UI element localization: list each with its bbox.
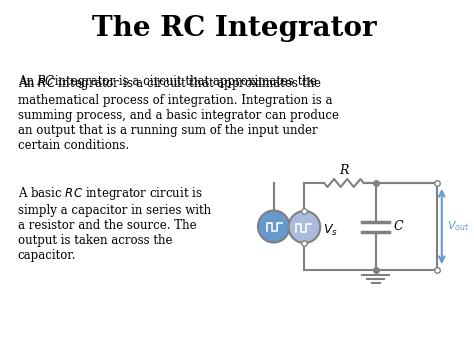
Text: C: C [393, 220, 403, 233]
Text: An: An [18, 75, 37, 88]
Text: The RC Integrator: The RC Integrator [92, 15, 376, 42]
Circle shape [289, 211, 320, 243]
Text: A basic $\it{RC}$ integrator circuit is
simply a capacitor in series with
a resi: A basic $\it{RC}$ integrator circuit is … [18, 185, 211, 262]
Text: RC: RC [36, 75, 55, 88]
Text: integrator is a circuit that approximates the: integrator is a circuit that approximate… [51, 75, 317, 88]
Text: R: R [339, 164, 348, 178]
Text: $V_{out}$: $V_{out}$ [447, 220, 469, 233]
Circle shape [258, 211, 290, 242]
Text: $V_s$: $V_s$ [323, 223, 338, 237]
Text: An $\it{RC}$ integrator is a circuit that approximates the
mathematical process : An $\it{RC}$ integrator is a circuit tha… [18, 75, 339, 152]
Text: $V_s$: $V_s$ [291, 222, 304, 235]
